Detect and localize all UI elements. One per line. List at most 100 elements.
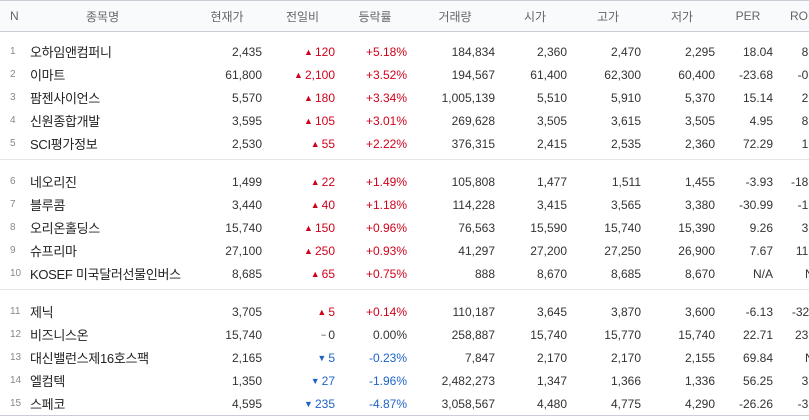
per-value: 15.14 [719,86,777,109]
per-value: -26.26 [719,392,777,416]
stock-rank: 3 [0,86,28,109]
price-change: ▲2,100 [266,63,339,86]
open-price: 8,670 [499,262,571,285]
up-arrow-icon: ▲ [311,200,320,210]
stock-name-link[interactable]: 제닉 [28,300,188,323]
low-price: 1,455 [645,170,719,193]
stock-name-link[interactable]: 네오리진 [28,170,188,193]
high-price: 4,775 [571,392,645,416]
roe-value: 1.61 [777,132,809,155]
current-price: 1,499 [188,170,266,193]
per-value: 9.26 [719,216,777,239]
roe-value: N/A [777,346,809,369]
header-low: 저가 [645,1,719,32]
high-price: 3,615 [571,109,645,132]
current-price: 2,530 [188,132,266,155]
trade-volume: 184,834 [411,40,499,63]
open-price: 15,590 [499,216,571,239]
current-price: 27,100 [188,239,266,262]
open-price: 61,400 [499,63,571,86]
price-change: ▲55 [266,132,339,155]
stock-rank: 4 [0,109,28,132]
stock-name-link[interactable]: 오리온홀딩스 [28,216,188,239]
change-rate: +0.96% [339,216,411,239]
price-change: ▲120 [266,40,339,63]
open-price: 1,347 [499,369,571,392]
per-value: -30.99 [719,193,777,216]
group-bottom-spacer [0,416,809,420]
current-price: 3,440 [188,193,266,216]
price-change: −0 [266,323,339,346]
up-arrow-icon: ▲ [304,246,313,256]
price-change-value: 2,100 [305,68,335,82]
stock-name-link[interactable]: 오하임앤컴퍼니 [28,40,188,63]
high-price: 8,685 [571,262,645,285]
current-price: 15,740 [188,323,266,346]
open-price: 5,510 [499,86,571,109]
change-rate: +1.49% [339,170,411,193]
high-price: 2,470 [571,40,645,63]
header-roe: ROE [777,1,809,32]
price-change: ▲250 [266,239,339,262]
header-n: N [0,1,28,32]
low-price: 15,740 [645,323,719,346]
header-per: PER [719,1,777,32]
stock-name-link[interactable]: KOSEF 미국달러선물인버스 [28,262,188,285]
stock-rank: 7 [0,193,28,216]
stock-name-link[interactable]: 대신밸런스제16호스팩 [28,346,188,369]
price-change: ▲180 [266,86,339,109]
header-volume: 거래량 [411,1,499,32]
low-price: 1,336 [645,369,719,392]
roe-value: -1.73 [777,193,809,216]
per-value: 22.71 [719,323,777,346]
stock-rank: 1 [0,40,28,63]
high-price: 1,366 [571,369,645,392]
group-bottom-spacer-cell [0,416,809,420]
up-arrow-icon: ▲ [304,93,313,103]
stock-name-link[interactable]: 이마트 [28,63,188,86]
per-value: 18.04 [719,40,777,63]
trade-volume: 194,567 [411,63,499,86]
stock-name-link[interactable]: 블루콤 [28,193,188,216]
down-arrow-icon: ▼ [304,399,313,409]
low-price: 2,360 [645,132,719,155]
up-arrow-icon: ▲ [311,269,320,279]
per-value: -6.13 [719,300,777,323]
stock-name-link[interactable]: SCI평가정보 [28,132,188,155]
header-name: 종목명 [28,1,188,32]
roe-value: 11.90 [777,239,809,262]
roe-value: 8.38 [777,40,809,63]
trade-volume: 269,628 [411,109,499,132]
group-top-spacer-cell [0,32,809,41]
stock-name-link[interactable]: 스페코 [28,392,188,416]
price-change-value: 5 [328,305,335,319]
price-change-value: 65 [322,267,335,281]
stock-name-link[interactable]: 엘컴텍 [28,369,188,392]
stock-name-link[interactable]: 비즈니스온 [28,323,188,346]
price-change: ▲22 [266,170,339,193]
stock-name-link[interactable]: 슈프리마 [28,239,188,262]
price-change-value: 27 [322,374,335,388]
high-price: 15,770 [571,323,645,346]
trade-volume: 3,058,567 [411,392,499,416]
open-price: 3,645 [499,300,571,323]
low-price: 26,900 [645,239,719,262]
change-rate: +3.52% [339,63,411,86]
roe-value: 3.93 [777,216,809,239]
stock-name-link[interactable]: 신원종합개발 [28,109,188,132]
current-price: 15,740 [188,216,266,239]
price-change: ▲65 [266,262,339,285]
stock-name-link[interactable]: 팜젠사이언스 [28,86,188,109]
price-change-value: 5 [328,351,335,365]
current-price: 2,165 [188,346,266,369]
roe-value: N/A [777,262,809,285]
trade-volume: 1,005,139 [411,86,499,109]
change-rate: +5.18% [339,40,411,63]
